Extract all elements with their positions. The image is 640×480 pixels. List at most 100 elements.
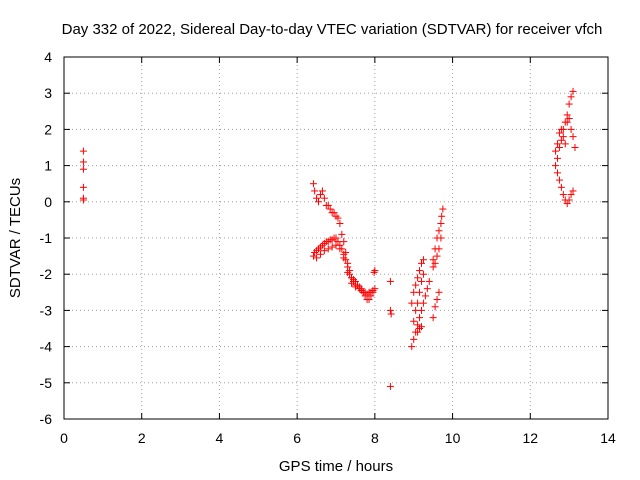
x-tick-label: 8 xyxy=(371,430,379,446)
y-tick-label: 0 xyxy=(44,194,52,210)
data-point xyxy=(316,250,324,258)
data-point xyxy=(313,247,321,255)
data-point xyxy=(369,286,377,294)
x-axis-label: GPS time / hours xyxy=(279,458,393,475)
data-point xyxy=(419,256,427,264)
data-point xyxy=(429,263,437,271)
data-point xyxy=(79,158,87,166)
data-point xyxy=(311,248,319,256)
data-point xyxy=(328,243,336,251)
data-point xyxy=(553,154,561,162)
data-point xyxy=(357,285,365,293)
data-point xyxy=(412,306,420,314)
data-point xyxy=(421,292,429,300)
data-point xyxy=(569,187,577,195)
data-point xyxy=(318,241,326,249)
data-point xyxy=(344,268,352,276)
data-point xyxy=(435,288,443,296)
data-point xyxy=(309,180,317,188)
data-point xyxy=(433,252,441,260)
data-point xyxy=(386,382,394,390)
data-point xyxy=(416,314,424,322)
y-tick-label: -5 xyxy=(40,375,53,391)
data-point xyxy=(311,187,319,195)
data-point xyxy=(328,236,336,244)
data-point xyxy=(340,254,348,262)
data-point xyxy=(552,162,560,170)
data-point xyxy=(557,183,565,191)
data-point xyxy=(435,245,443,253)
data-point xyxy=(332,212,340,220)
data-point xyxy=(414,328,422,336)
data-point xyxy=(437,220,445,228)
data-point xyxy=(565,115,573,123)
data-point xyxy=(349,276,357,284)
data-point xyxy=(431,259,439,267)
data-point xyxy=(316,243,324,251)
data-point xyxy=(417,323,425,331)
data-point xyxy=(565,196,573,204)
data-point xyxy=(326,205,334,213)
y-tick-label: 3 xyxy=(44,85,52,101)
y-tick-labels: -6 -5 -4 -3 -2 -1 0 1 2 3 4 xyxy=(40,49,53,427)
x-tick-labels: 0 2 4 6 8 10 12 14 xyxy=(60,430,616,446)
data-point xyxy=(555,144,563,151)
data-point xyxy=(367,288,375,296)
data-point xyxy=(336,220,344,228)
data-point xyxy=(559,133,567,141)
data-point xyxy=(346,270,354,278)
y-tick-label: 2 xyxy=(44,121,52,137)
data-point xyxy=(561,140,569,148)
data-point xyxy=(324,201,332,209)
y-tick-label: -4 xyxy=(40,339,53,355)
x-tick-label: 10 xyxy=(445,430,461,446)
data-point xyxy=(414,299,422,307)
data-point xyxy=(342,248,350,256)
data-point xyxy=(79,196,87,204)
data-point xyxy=(316,191,324,199)
x-tick-label: 2 xyxy=(138,430,146,446)
x-tick-label: 4 xyxy=(216,430,224,446)
data-point xyxy=(320,194,328,202)
data-point xyxy=(557,136,565,144)
y-tick-label: 4 xyxy=(44,49,52,65)
data-point xyxy=(320,239,328,247)
data-point xyxy=(79,165,87,173)
data-point xyxy=(416,325,424,332)
data-point xyxy=(313,254,321,262)
data-point xyxy=(563,200,571,208)
data-point xyxy=(315,198,323,206)
y-tick-label: -2 xyxy=(40,266,53,282)
data-point xyxy=(569,133,577,141)
data-point xyxy=(332,241,340,249)
y-axis-label: SDTVAR / TECUs xyxy=(7,178,24,298)
data-point xyxy=(559,191,567,199)
data-point xyxy=(363,290,371,298)
data-point xyxy=(313,194,321,202)
data-point xyxy=(408,343,416,351)
data-point xyxy=(324,245,332,253)
y-tick-label: 1 xyxy=(44,158,52,174)
data-point xyxy=(433,296,441,304)
data-point xyxy=(387,310,395,318)
data-point xyxy=(555,129,563,137)
data-point xyxy=(79,147,87,155)
data-point xyxy=(557,125,565,133)
data-point xyxy=(315,245,323,253)
data-point xyxy=(425,277,433,285)
data-point xyxy=(79,183,87,191)
data-point xyxy=(563,111,571,119)
data-point xyxy=(429,314,437,322)
data-points xyxy=(79,87,579,390)
data-point xyxy=(386,306,394,314)
axis-ticks xyxy=(63,56,609,420)
data-point xyxy=(324,238,332,246)
data-point xyxy=(386,277,394,285)
data-point xyxy=(371,267,379,275)
data-point xyxy=(342,256,350,264)
data-point xyxy=(371,285,379,293)
y-tick-label: -3 xyxy=(40,302,53,318)
data-point xyxy=(410,317,418,325)
data-point xyxy=(410,335,418,343)
